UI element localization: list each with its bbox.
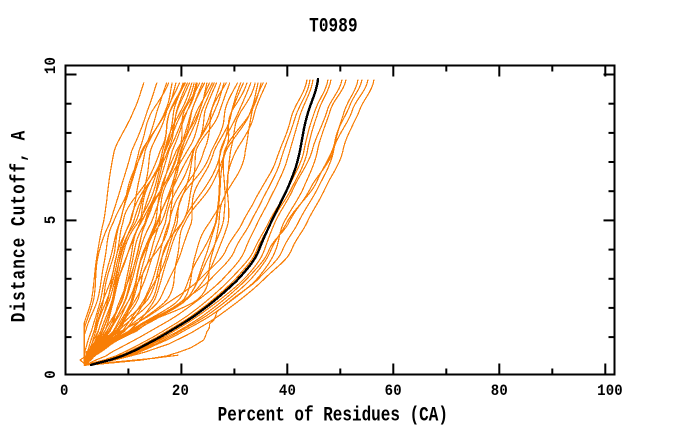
svg-text:5: 5 [43, 215, 60, 224]
svg-text:0: 0 [60, 383, 69, 400]
svg-text:20: 20 [172, 383, 189, 400]
svg-text:0: 0 [43, 370, 60, 379]
svg-text:T0989: T0989 [309, 16, 357, 38]
svg-text:10: 10 [43, 57, 60, 74]
svg-text:100: 100 [597, 383, 623, 400]
svg-text:80: 80 [491, 383, 508, 400]
svg-text:Percent of Residues (CA): Percent of Residues (CA) [218, 405, 448, 427]
svg-text:Distance Cutoff, A: Distance Cutoff, A [9, 130, 31, 323]
svg-text:40: 40 [279, 383, 296, 400]
svg-text:60: 60 [385, 383, 402, 400]
